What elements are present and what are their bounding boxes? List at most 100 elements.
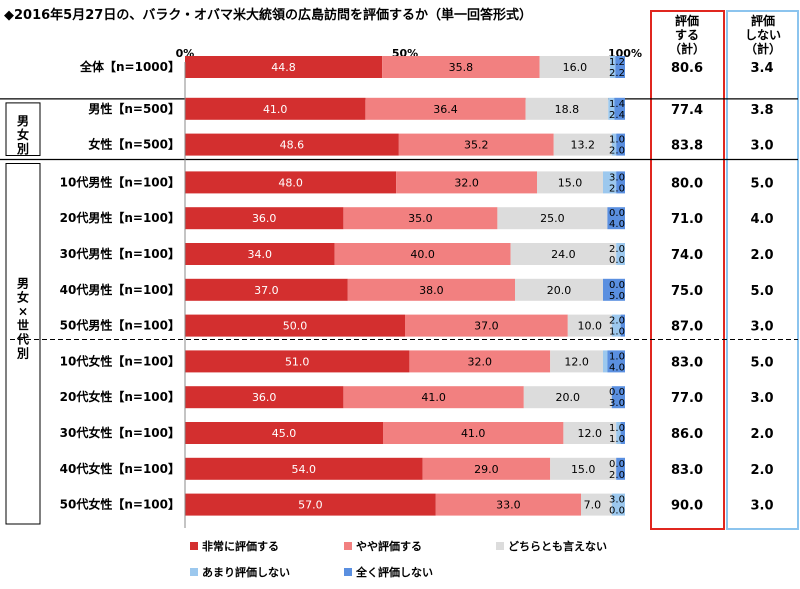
data-label-not-much: 0.0 — [609, 387, 625, 398]
bar-segment-somewhat-good — [398, 133, 554, 156]
group-label-gender-age: × — [18, 305, 28, 319]
bar-segment-neither — [523, 386, 612, 409]
eval-total-value: 75.0 — [671, 284, 703, 299]
data-label-not-at-all: 2.4 — [609, 110, 625, 121]
bar-segment-very-good — [185, 350, 410, 373]
bar-segment-neither — [510, 243, 617, 265]
bar-segment-somewhat-good — [382, 56, 540, 78]
bar-segment-not-at-all — [616, 171, 625, 194]
data-label-neither: 7.0 — [584, 499, 602, 512]
noeval-total-value: 4.0 — [750, 212, 773, 227]
group-label-gender-age: 代 — [16, 332, 29, 347]
eval-total-value: 77.0 — [671, 391, 703, 406]
row-label: 10代女性【n=100】 — [60, 353, 180, 368]
eval-total-value: 77.4 — [671, 103, 703, 118]
bar-segment-not-at-all — [616, 457, 625, 480]
noeval-header-line-3: （計） — [744, 42, 781, 56]
legend-swatch-somewhat-good — [344, 542, 352, 550]
bar-segment-somewhat-good — [343, 386, 524, 409]
data-label-neither: 20.0 — [556, 391, 581, 404]
eval-total-value: 87.0 — [671, 320, 703, 335]
data-label-not-at-all: 3.0 — [609, 398, 625, 409]
row-label: 男性【n=500】 — [88, 101, 180, 116]
data-label-not-at-all: 0.0 — [609, 255, 625, 266]
data-label-not-much: 1.0 — [609, 351, 625, 362]
data-label-somewhat-good: 41.0 — [421, 391, 446, 404]
bar-segment-not-much — [608, 97, 615, 120]
bar-segment-not-much — [603, 350, 608, 373]
data-label-not-at-all: 2.0 — [609, 183, 625, 194]
data-label-not-much: 0.0 — [609, 208, 625, 219]
data-label-somewhat-good: 35.2 — [464, 139, 489, 152]
bar-segment-very-good — [185, 457, 423, 480]
bar-segment-somewhat-good — [334, 243, 511, 265]
data-label-very-good: 50.0 — [283, 320, 308, 333]
legend-label-not-at-all: 全く評価しない — [356, 566, 433, 579]
noeval-total-value: 3.0 — [750, 391, 773, 406]
legend-swatch-neither — [496, 542, 504, 550]
data-label-not-at-all: 2.0 — [609, 146, 625, 157]
bar-segment-very-good — [185, 171, 397, 194]
row-label: 40代男性【n=100】 — [60, 282, 180, 297]
noeval-total-value: 3.8 — [750, 103, 773, 118]
group-box-gender — [5, 102, 41, 156]
data-label-not-at-all: 1.0 — [609, 434, 625, 445]
noeval-total-value: 3.0 — [750, 139, 773, 154]
data-label-neither: 10.0 — [578, 320, 603, 333]
bar-segment-not-at-all — [607, 350, 625, 373]
data-label-somewhat-good: 33.0 — [496, 499, 521, 512]
noeval-header-line-2: しない — [744, 28, 781, 42]
bar-segment-not-at-all — [614, 97, 625, 120]
data-label-not-at-all: 2.2 — [609, 68, 625, 79]
bar-segment-somewhat-good — [365, 97, 526, 120]
eval-total-value: 90.0 — [671, 499, 703, 514]
eval-total-value: 83.0 — [671, 355, 703, 370]
data-label-somewhat-good: 36.4 — [433, 103, 458, 116]
noeval-header-line-1: 評価 — [750, 14, 775, 28]
bar-segment-neither — [525, 97, 609, 120]
data-label-neither: 18.8 — [555, 103, 580, 116]
bar-segment-neither — [550, 350, 603, 373]
eval-total-value: 74.0 — [671, 248, 703, 263]
eval-total-value: 86.0 — [671, 427, 703, 442]
bar-segment-neither — [515, 278, 603, 301]
eval-total-value: 80.6 — [671, 61, 703, 76]
noeval-total-value: 5.0 — [750, 284, 773, 299]
legend-label-very-good: 非常に評価する — [202, 540, 279, 553]
row-label: 40代女性【n=100】 — [60, 461, 180, 476]
legend-label-neither: どちらとも言えない — [508, 540, 607, 553]
data-label-somewhat-good: 35.0 — [408, 212, 433, 225]
noeval-total-value: 2.0 — [750, 248, 773, 263]
bar-segment-not-much — [610, 56, 616, 78]
data-label-not-much: 1.2 — [609, 57, 625, 68]
data-label-neither: 20.0 — [547, 284, 572, 297]
eval-header-line-3: （計） — [668, 42, 705, 56]
data-label-neither: 15.0 — [571, 463, 596, 476]
bar-segment-not-at-all — [603, 278, 625, 301]
data-label-not-at-all: 2.0 — [609, 470, 625, 481]
bar-segment-not-much — [603, 171, 617, 194]
chart-title: ◆2016年5月27日の、バラク・オバマ米大統領の広島訪問を評価するか（単一回答… — [4, 8, 533, 23]
bar-segment-somewhat-good — [405, 314, 568, 337]
row-label: 女性【n=500】 — [88, 137, 180, 152]
bar-segment-very-good — [185, 207, 344, 230]
data-label-very-good: 45.0 — [272, 427, 297, 440]
eval-total-value: 71.0 — [671, 212, 703, 227]
bar-segment-somewhat-good — [347, 278, 515, 301]
data-label-not-much: 1.0 — [609, 423, 625, 434]
data-label-neither: 25.0 — [540, 212, 565, 225]
noeval-total-value: 5.0 — [750, 176, 773, 191]
bar-segment-somewhat-good — [343, 207, 498, 230]
data-label-very-good: 44.8 — [271, 61, 296, 74]
eval-header-line-2: する — [674, 28, 699, 42]
group-label-gender-age: 男 — [17, 277, 29, 291]
data-label-very-good: 37.0 — [254, 284, 279, 297]
data-label-not-much: 1.4 — [609, 99, 625, 110]
bar-segment-not-at-all — [620, 422, 625, 444]
data-label-somewhat-good: 29.0 — [474, 463, 499, 476]
row-label: 50代男性【n=100】 — [60, 318, 180, 333]
legend-item-not-at-all: 全く評価しない — [344, 564, 433, 580]
data-label-not-much: 1.0 — [609, 135, 625, 146]
bar-segment-somewhat-good — [409, 350, 551, 373]
row-label: 30代男性【n=100】 — [60, 246, 180, 261]
